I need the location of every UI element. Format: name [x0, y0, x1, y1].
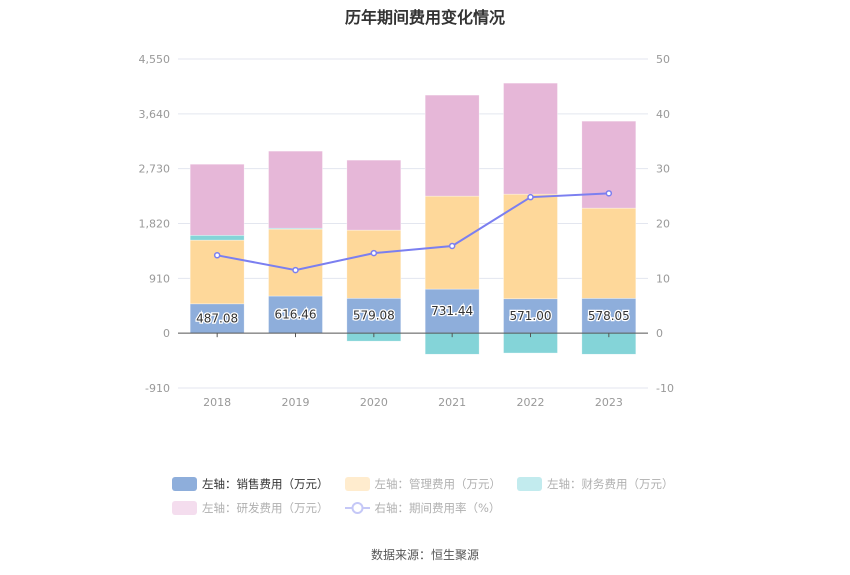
bar-data-label: 616.46 — [275, 308, 317, 322]
bar-admin — [424, 195, 480, 290]
legend-line-marker-icon — [344, 502, 370, 514]
bar-rnd — [189, 163, 245, 236]
line-point — [527, 193, 534, 201]
x-tick-label: 2019 — [282, 396, 310, 409]
line-point — [292, 266, 299, 274]
x-tick-label: 2023 — [595, 396, 623, 409]
legend-swatch-finance — [517, 477, 542, 491]
bar-admin — [268, 228, 323, 297]
y-left-tick-label: 4,550 — [139, 53, 171, 66]
bar-data-label: 571.00 — [510, 309, 552, 323]
legend-label-rnd: 左轴：研发费用（万元） — [202, 501, 329, 515]
line-expense-rate — [216, 192, 609, 272]
y-right-tick-label: 30 — [656, 163, 670, 176]
legend-item-expense-rate[interactable]: 右轴：期间费用率（%） — [344, 500, 501, 516]
bar-rnd — [424, 94, 480, 197]
legend-item-rnd[interactable]: 左轴：研发费用（万元） — [172, 500, 329, 516]
line-point — [448, 242, 456, 250]
legend-item-finance[interactable]: 左轴：财务费用（万元） — [517, 476, 674, 492]
legend-item-admin[interactable]: 左轴：管理费用（万元） — [344, 476, 502, 492]
legend-label-finance: 左轴：财务费用（万元） — [547, 477, 674, 491]
line-point — [213, 252, 221, 259]
y-left-tick-label: 0 — [163, 327, 170, 340]
y-right-tick-label: 40 — [656, 108, 670, 121]
bar-data-label: 731.44 — [431, 304, 473, 318]
x-tick-label: 2021 — [438, 396, 466, 409]
y-left-tick-label: 2,730 — [139, 163, 171, 176]
legend-swatch-rnd — [172, 501, 197, 515]
bar-sales — [189, 303, 245, 334]
chart-svg: 4,550 3,640 2,730 1,820 910 0 -910 50 40 30 20 10 0 -… — [139, 53, 674, 409]
bar-rnd — [346, 159, 402, 231]
legend-label-expense-rate: 右轴：期间费用率（%） — [374, 501, 501, 515]
line-point — [605, 190, 613, 197]
bar-data-label: 579.08 — [353, 309, 395, 323]
y-right-tick-label: 20 — [656, 218, 670, 231]
bar-admin — [503, 193, 558, 300]
x-tick-label: 2022 — [517, 396, 545, 409]
y-left-tick-label: 910 — [149, 272, 170, 285]
x-tick-label: 2020 — [360, 396, 388, 409]
y-right-tick-label: 10 — [656, 272, 670, 285]
bar-rnd — [268, 150, 323, 229]
bar-rnd — [503, 82, 558, 195]
legend-item-sales[interactable]: 左轴：销售费用（万元） — [172, 476, 329, 492]
legend: 左轴：销售费用（万元） 左轴：管理费用（万元） 左轴：财务费用（万元） 左轴：研… — [172, 472, 692, 520]
y-right-tick-label: -10 — [656, 382, 674, 395]
y-right-tick-label: 50 — [656, 53, 670, 66]
legend-swatch-sales — [172, 477, 197, 491]
bar-finance — [189, 235, 245, 241]
y-left-tick-label: -910 — [145, 382, 170, 395]
chart-title: 历年期间费用变化情况 — [344, 8, 505, 27]
legend-label-admin: 左轴：管理费用（万元） — [374, 477, 502, 491]
bar-data-label: 578.05 — [588, 309, 630, 323]
bar-sales — [503, 298, 558, 334]
data-source: 数据来源：恒生聚源 — [370, 548, 479, 562]
bar-admin — [581, 207, 637, 299]
y-right-tick-label: 0 — [656, 327, 663, 340]
bar-sales — [424, 288, 480, 334]
bar-admin — [189, 239, 245, 305]
bar-data-label: 487.08 — [196, 311, 238, 325]
line-point — [370, 249, 378, 257]
y-left-tick-label: 1,820 — [139, 218, 171, 231]
bar-sales — [268, 295, 323, 334]
legend-swatch-admin — [344, 477, 370, 491]
legend-label-sales: 左轴：销售费用（万元） — [202, 477, 329, 491]
x-tick-label: 2018 — [203, 396, 231, 409]
y-left-tick-label: 3,640 — [139, 108, 171, 121]
bar-admin — [346, 229, 402, 299]
